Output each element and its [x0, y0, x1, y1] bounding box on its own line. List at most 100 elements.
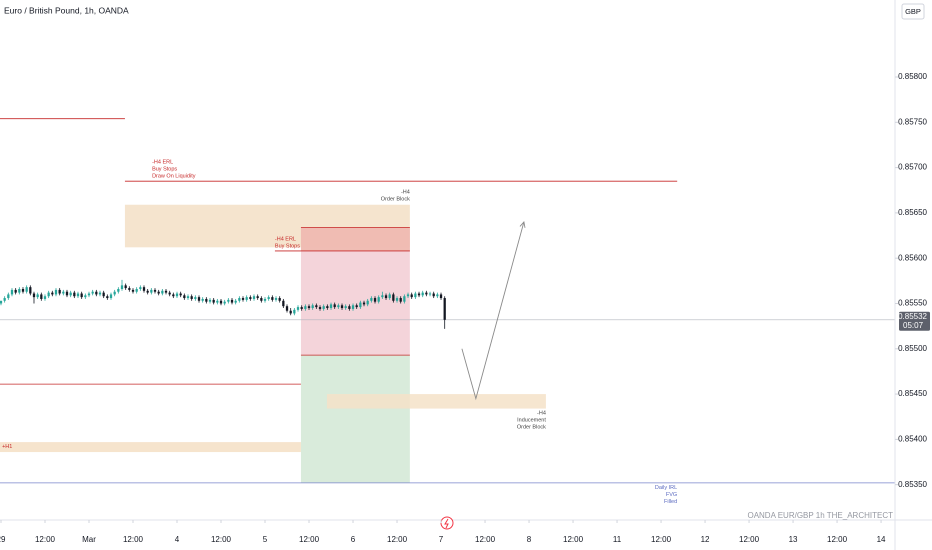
candle-body: [377, 297, 380, 302]
candle-body: [175, 293, 179, 297]
x-tick-label: 4: [175, 535, 180, 544]
candle-body: [120, 285, 124, 289]
x-tick-label: 13: [789, 535, 798, 544]
candle-body: [102, 292, 105, 297]
candle-body: [348, 306, 351, 309]
candle-body: [87, 293, 91, 296]
candle-body: [241, 298, 245, 300]
candle-body: [307, 306, 311, 309]
candle-body: [329, 304, 333, 309]
candle-body: [373, 298, 377, 302]
y-tick-label: 0.85350: [898, 480, 927, 489]
candle-body: [311, 305, 314, 309]
candle-body: [14, 289, 17, 293]
x-tick-label: 29: [0, 535, 6, 544]
last-price-badge: [899, 311, 930, 331]
candle-body: [135, 288, 138, 292]
candle-body: [278, 298, 281, 301]
candle-body: [366, 300, 369, 305]
candle-body: [73, 292, 76, 297]
plot-area: [0, 118, 895, 484]
candle-body: [326, 306, 329, 309]
annotation: Daily IRL: [655, 485, 677, 491]
x-tick-label: 12:00: [563, 535, 584, 544]
candle-body: [296, 307, 300, 310]
candle-body: [285, 306, 289, 311]
candle-body: [58, 289, 61, 294]
candle-body: [223, 301, 226, 304]
annotation: Inducement: [517, 418, 546, 424]
candle-body: [91, 291, 94, 294]
candle-body: [252, 296, 256, 299]
annotation: -H4 ERL: [152, 160, 173, 166]
annotation: Filled: [664, 499, 677, 505]
candle-body: [25, 287, 28, 292]
candle-body: [370, 298, 373, 301]
candle-body: [443, 298, 446, 320]
candle-body: [230, 299, 234, 303]
zone: [326, 394, 546, 409]
candle-body: [384, 295, 388, 299]
x-tick-label: 12:00: [651, 535, 672, 544]
y-tick-label: 0.85650: [898, 208, 927, 217]
x-tick-label: 12: [701, 535, 710, 544]
currency-badge[interactable]: [901, 3, 925, 20]
candle-body: [359, 302, 362, 308]
candle-body: [146, 290, 149, 293]
arrow-head: [519, 220, 526, 228]
watermark: OANDA EUR/GBP 1h THE_ARCHITECT: [747, 511, 893, 520]
candle-body: [227, 299, 230, 302]
y-tick-label: 0.85800: [898, 72, 927, 81]
candle-body: [47, 292, 50, 297]
candle-body: [406, 294, 410, 297]
annotation: FVG: [666, 492, 677, 498]
candle-body: [249, 297, 252, 299]
candle-body: [260, 298, 263, 301]
candle-body: [106, 296, 109, 299]
candle-body: [197, 297, 201, 301]
candle-body: [216, 300, 219, 303]
candle-body: [315, 305, 318, 308]
candle-body: [54, 289, 58, 295]
x-tick-label: 12:00: [123, 535, 144, 544]
candle-body: [340, 305, 344, 309]
event-icon-bolt: [444, 518, 449, 529]
event-icon[interactable]: [440, 516, 454, 530]
candle-body: [109, 294, 113, 299]
annotation: +H1: [2, 444, 12, 450]
candle-body: [142, 287, 146, 291]
currency: GBP: [905, 7, 921, 16]
x-tick-label: 12:00: [211, 535, 232, 544]
candle-body: [113, 291, 116, 295]
candle-body: [131, 289, 135, 292]
candle-body: [0, 300, 3, 304]
candle-body: [344, 306, 347, 309]
candle-body: [293, 309, 296, 314]
x-tick-label: 11: [613, 535, 622, 544]
candle-body: [128, 288, 131, 290]
candle-body: [381, 295, 384, 298]
candle-body: [139, 287, 142, 289]
candle-body: [201, 298, 204, 301]
x-tick-label: 7: [439, 535, 444, 544]
annotation: -H4: [537, 411, 546, 417]
candle-body: [62, 291, 65, 294]
candle-body: [10, 289, 14, 295]
candle-body: [183, 295, 186, 299]
candle-body: [267, 297, 270, 299]
annotation: Order Block: [381, 197, 410, 203]
candle-body: [117, 288, 120, 292]
candle-body: [164, 290, 168, 293]
zone: [0, 442, 301, 453]
x-tick-label: 6: [351, 535, 356, 544]
candle-body: [271, 297, 274, 300]
candle-body: [65, 291, 69, 296]
candle-body: [410, 294, 413, 298]
candle-body: [256, 296, 259, 299]
x-tick-label: Mar: [82, 535, 96, 544]
candle-body: [3, 298, 6, 301]
candle-body: [98, 292, 102, 295]
